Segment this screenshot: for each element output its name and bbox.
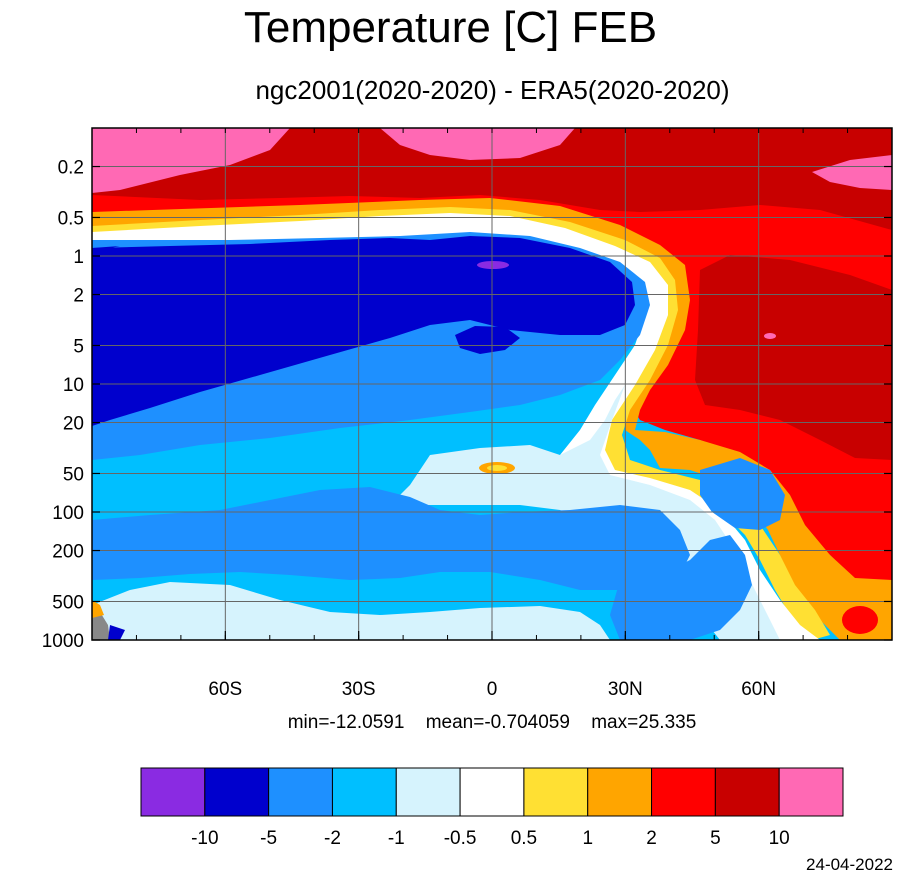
date-stamp: 24-04-2022 bbox=[806, 855, 893, 874]
y-tick-label: 100 bbox=[52, 503, 84, 524]
colorbar-label: -0.5 bbox=[444, 828, 477, 849]
region-red-bottom bbox=[842, 606, 878, 634]
stat-max: max=25.335 bbox=[591, 712, 697, 733]
colorbar-box bbox=[395, 767, 461, 817]
grid-lines bbox=[92, 128, 892, 640]
colorbar-box bbox=[204, 767, 270, 817]
region-pink-left bbox=[92, 128, 290, 193]
region-dark-red-right bbox=[695, 255, 892, 460]
y-tick-label: 0.5 bbox=[58, 208, 84, 229]
y-tick-label: 0.2 bbox=[58, 158, 84, 179]
y-axis: 0.2 0.5 1 2 5 10 20 50 100 200 500 1000 bbox=[42, 158, 892, 652]
region-orange bbox=[92, 198, 892, 640]
y-tick-label: 5 bbox=[73, 336, 84, 357]
x-tick-label: 60N bbox=[741, 679, 776, 700]
x-tick-label: 30S bbox=[342, 679, 376, 700]
colorbar-box bbox=[331, 767, 397, 817]
chart-title: Temperature [C] FEB bbox=[243, 3, 658, 52]
colorbar-box bbox=[523, 767, 589, 817]
colorbar-label: 0.5 bbox=[511, 828, 537, 849]
y-tick-label: 1 bbox=[73, 247, 84, 268]
y-tick-label: 10 bbox=[63, 375, 84, 396]
colorbar-label: -2 bbox=[324, 828, 341, 849]
region-pink-center bbox=[380, 128, 575, 160]
region-pink-right bbox=[812, 155, 892, 190]
x-tick-label: 30N bbox=[608, 679, 643, 700]
colorbar-box bbox=[140, 767, 206, 817]
region-dark-blue bbox=[92, 236, 635, 426]
colorbar-label: -10 bbox=[191, 828, 218, 849]
colorbar-box bbox=[268, 767, 333, 817]
stat-min: min=-12.0591 bbox=[287, 712, 405, 733]
region-red bbox=[92, 128, 892, 580]
x-tick-label: 60S bbox=[208, 679, 242, 700]
region-medium-blue-right bbox=[610, 535, 752, 640]
colorbar-box bbox=[587, 767, 653, 817]
y-tick-label: 20 bbox=[63, 414, 84, 435]
region-dark-blue-pocket bbox=[455, 326, 520, 354]
y-tick-label: 200 bbox=[52, 542, 84, 563]
colorbar bbox=[140, 767, 844, 817]
x-axis: 60S 30S 0 30N 60N bbox=[135, 128, 849, 700]
colorbar-label: -5 bbox=[260, 828, 277, 849]
chart-subtitle: ngc2001(2020-2020) - ERA5(2020-2020) bbox=[255, 75, 730, 105]
y-tick-label: 2 bbox=[73, 286, 84, 307]
colorbar-label: -1 bbox=[388, 828, 405, 849]
stat-mean: mean=-0.704059 bbox=[425, 712, 570, 733]
region-very-light-blue-bottom bbox=[92, 582, 610, 640]
colorbar-box bbox=[459, 767, 525, 817]
colorbar-box bbox=[651, 767, 716, 817]
colorbar-label: 1 bbox=[582, 828, 593, 849]
colorbar-box bbox=[778, 767, 844, 817]
colorbar-label: 5 bbox=[710, 828, 721, 849]
y-tick-label: 500 bbox=[52, 592, 84, 613]
colorbar-labels: -10 -5 -2 -1 -0.5 0.5 1 2 5 10 bbox=[191, 828, 790, 849]
colorbar-label: 10 bbox=[769, 828, 790, 849]
y-tick-label: 50 bbox=[63, 464, 84, 485]
region-purple-spot bbox=[477, 261, 509, 269]
region-medium-blue-lower bbox=[92, 487, 690, 590]
colorbar-box bbox=[714, 767, 780, 817]
y-tick-label: 1000 bbox=[42, 631, 84, 652]
colorbar-label: 2 bbox=[646, 828, 657, 849]
x-tick-label: 0 bbox=[487, 679, 498, 700]
stats-line: min=-12.0591 mean=-0.704059 max=25.335 bbox=[92, 711, 892, 735]
